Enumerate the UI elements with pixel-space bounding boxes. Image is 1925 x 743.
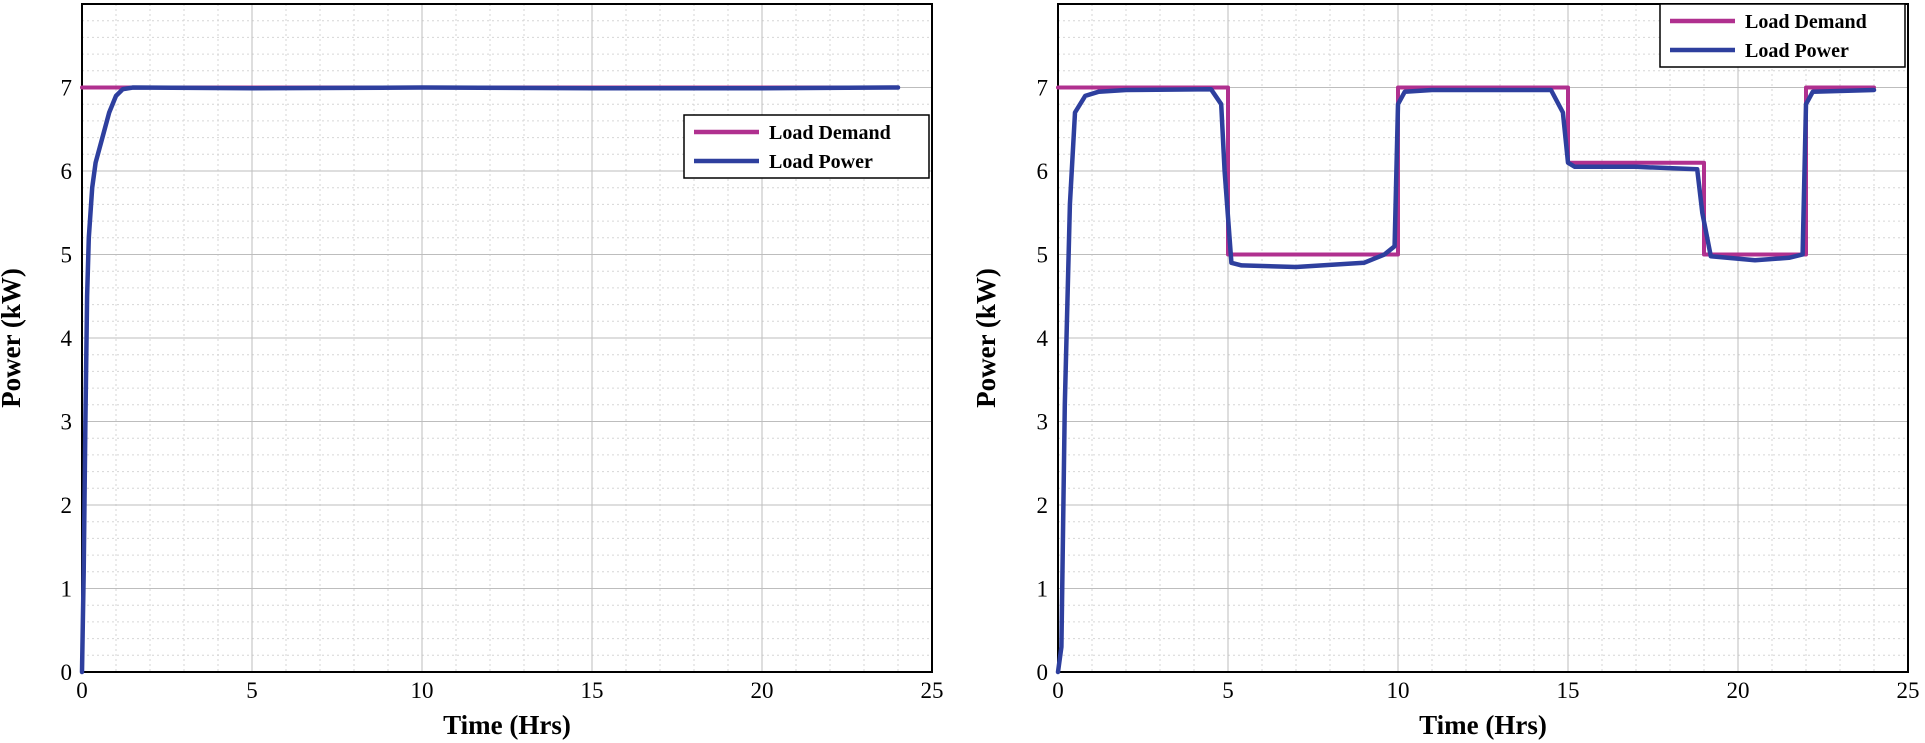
x-tick-label: 0: [1052, 678, 1064, 703]
plot-frame: [1057, 3, 1909, 673]
y-tick-label: 0: [61, 660, 73, 685]
y-axis-title: Power (kW): [0, 268, 26, 408]
chart-2: 0 5 10 15 20 25 0 1 2 3 4 5 6 7 Time (Hrs) Power (kW) Lo…: [971, 3, 1920, 740]
y-tick-label: 6: [61, 159, 73, 184]
y-axis-title: Power (kW): [971, 268, 1001, 408]
x-tick-label: 15: [581, 678, 604, 703]
x-tick-label: 20: [751, 678, 774, 703]
x-tick-label: 20: [1727, 678, 1750, 703]
x-tick-label: 25: [1897, 678, 1920, 703]
legend-label: Load Demand: [1745, 11, 1867, 33]
y-tick-label: 5: [1037, 243, 1049, 268]
legend: Load Demand Load Power: [683, 114, 930, 179]
legend-label: Load Demand: [769, 122, 891, 144]
x-tick-label: 10: [1387, 678, 1410, 703]
legend-label: Load Power: [769, 151, 873, 173]
y-tick-label: 1: [61, 577, 73, 602]
legend-box: [683, 114, 930, 179]
series-line-load-power: [1055, 86, 1877, 675]
legend-label: Load Power: [1745, 40, 1849, 62]
legend-box: [1659, 3, 1906, 68]
legend: Load Demand Load Power: [1659, 3, 1906, 68]
y-tick-label: 2: [1037, 493, 1049, 518]
y-tick-label: 7: [61, 76, 73, 101]
y-tick-label: 3: [1037, 410, 1049, 435]
y-tick-label: 3: [61, 410, 73, 435]
y-tick-label: 5: [61, 243, 73, 268]
x-tick-label: 0: [76, 678, 88, 703]
y-tick-label: 4: [1037, 326, 1049, 351]
y-tick-label: 6: [1037, 159, 1049, 184]
x-axis-title: Time (Hrs): [443, 710, 571, 740]
x-tick-label: 5: [1222, 678, 1234, 703]
x-tick-label: 15: [1557, 678, 1580, 703]
y-tick-label: 1: [1037, 577, 1049, 602]
x-tick-label: 10: [411, 678, 434, 703]
series-line-load-power: [79, 85, 901, 675]
y-tick-label: 0: [1037, 660, 1049, 685]
x-tick-label: 25: [921, 678, 944, 703]
x-axis-title: Time (Hrs): [1419, 710, 1547, 740]
plot-frame: [81, 3, 933, 673]
chart-1: 0 5 10 15 20 25 0 1 2 3 4 5 6 7 Time (Hrs) Power (kW) Lo…: [0, 3, 944, 740]
x-tick-label: 5: [246, 678, 258, 703]
y-tick-label: 4: [61, 326, 73, 351]
y-tick-label: 2: [61, 493, 73, 518]
y-tick-label: 7: [1037, 76, 1049, 101]
